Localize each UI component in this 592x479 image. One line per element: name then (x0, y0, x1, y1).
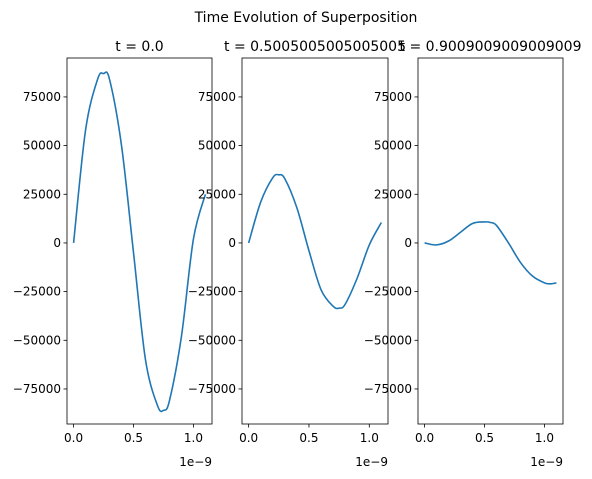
y-tick-label: −50000 (13, 333, 61, 347)
x-tick-label: 0.0 (415, 431, 434, 445)
subplot-1: t = 0.0 75000 50000 25000 0 −25000 −50000 −7500… (13, 39, 213, 469)
subplots: t = 0.0 75000 50000 25000 0 −25000 −50000 −7500… (13, 39, 582, 469)
y-tick-label: 75000 (198, 90, 236, 104)
series-line (424, 221, 557, 285)
y-tick-label: −25000 (188, 285, 236, 299)
y-tick-label: −50000 (364, 333, 412, 347)
subplot-title: t = 0.9009009009009009 (400, 39, 582, 55)
y-tick-label: 25000 (23, 187, 61, 201)
y-tick-label: 25000 (374, 187, 412, 201)
y-tick-label: 50000 (198, 139, 236, 153)
subplot-2: t = 0.5005005005005005 75000 50000 25000 0 −2… (188, 39, 406, 469)
x-offset-label: 1e−9 (355, 455, 388, 469)
x-tick-label: 0.0 (64, 431, 83, 445)
y-tick-label: 0 (228, 236, 236, 250)
subplot-3: t = 0.9009009009009009 75000 50000 25000 0 −2… (364, 39, 582, 469)
x-tick-label: 1.0 (360, 431, 379, 445)
y-tick-label: 0 (53, 236, 61, 250)
x-tick-label: 0.0 (239, 431, 258, 445)
subplot-title: t = 0.0 (115, 39, 163, 55)
x-tick-label: 0.5 (475, 431, 494, 445)
x-offset-label: 1e−9 (530, 455, 563, 469)
y-tick-label: −25000 (13, 285, 61, 299)
series-line (72, 71, 207, 413)
y-tick-label: −75000 (364, 382, 412, 396)
y-tick-label: 0 (404, 236, 412, 250)
y-tick-label: 75000 (23, 90, 61, 104)
y-tick-label: 25000 (198, 187, 236, 201)
axes-frame (417, 57, 564, 425)
y-tick-label: −75000 (188, 382, 236, 396)
series-line (247, 173, 383, 310)
y-tick-label: −25000 (364, 285, 412, 299)
axes-frame (241, 57, 389, 425)
y-tick-label: 50000 (23, 139, 61, 153)
figure-suptitle: Time Evolution of Superposition (194, 10, 418, 26)
x-tick-label: 0.5 (124, 431, 143, 445)
y-tick-label: −50000 (188, 333, 236, 347)
axes-frame (66, 57, 213, 425)
y-tick-label: 50000 (374, 139, 412, 153)
x-tick-label: 1.0 (535, 431, 554, 445)
x-tick-label: 0.5 (299, 431, 318, 445)
subplot-title: t = 0.5005005005005005 (224, 39, 406, 55)
x-offset-label: 1e−9 (179, 455, 212, 469)
y-tick-label: −75000 (13, 382, 61, 396)
x-tick-label: 1.0 (184, 431, 203, 445)
y-tick-label: 75000 (374, 90, 412, 104)
